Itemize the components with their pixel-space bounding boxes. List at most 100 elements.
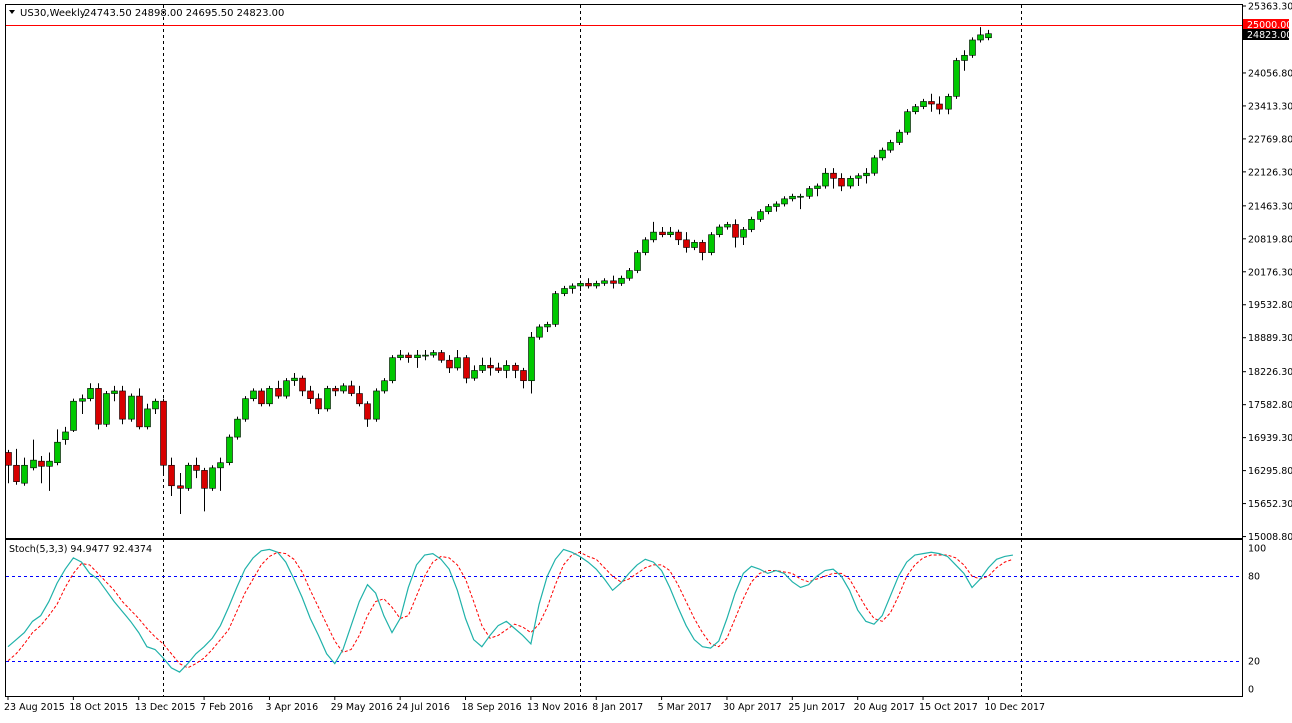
candle-body: [536, 326, 543, 338]
time-tick-label: 20 Aug 2017: [854, 702, 915, 713]
candle-body: [789, 195, 796, 200]
price-tick-label: 22769.80: [1248, 134, 1292, 145]
candle-body: [405, 354, 412, 358]
candle-body: [953, 60, 960, 97]
candle-body: [528, 336, 535, 382]
stoch-tick-label: 100: [1248, 544, 1266, 555]
candle-body: [62, 431, 69, 440]
price-tick-label: 19532.80: [1248, 300, 1292, 311]
candle-body: [667, 231, 674, 235]
stochastic-lines: [6, 548, 1242, 673]
price-panel-frame: [5, 4, 1243, 539]
candle-body: [765, 206, 772, 212]
candle-body: [757, 211, 764, 220]
candle-body: [724, 224, 731, 228]
candle-body: [38, 460, 45, 467]
candle-body: [863, 172, 870, 177]
candle-body: [928, 101, 935, 105]
candle-body: [503, 365, 510, 371]
candle-body: [168, 464, 175, 487]
candle-body: [961, 55, 968, 61]
candle-body: [773, 203, 780, 207]
candle-body: [128, 395, 135, 420]
candle-body: [618, 277, 625, 284]
dropdown-triangle-icon[interactable]: [9, 10, 15, 14]
time-tick-label: 15 Oct 2017: [919, 702, 978, 713]
candle-body: [307, 390, 314, 399]
candle-body: [283, 380, 290, 397]
time-tick-label: 23 Aug 2015: [4, 702, 65, 713]
candle-body: [487, 365, 494, 369]
candle-body: [822, 172, 829, 187]
candle-body: [463, 357, 470, 379]
symbol-timeframe: US30,Weekly: [20, 8, 86, 19]
candle-body: [226, 436, 233, 464]
candle-body: [977, 34, 984, 41]
candle-body: [683, 239, 690, 248]
price-tick-label: 20176.30: [1248, 267, 1292, 278]
candle-body: [414, 354, 421, 358]
candle-body: [373, 390, 380, 420]
candle-body: [430, 352, 437, 356]
candle-body: [495, 367, 502, 371]
candle-body: [561, 288, 568, 294]
time-tick-label: 10 Dec 2017: [984, 702, 1045, 713]
candle-body: [830, 172, 837, 179]
candle-body: [732, 224, 739, 238]
candle-body: [217, 462, 224, 469]
candle-body: [748, 219, 755, 230]
candle-body: [896, 131, 903, 143]
candle-body: [136, 395, 143, 428]
candle-body: [54, 441, 61, 464]
candle-body: [920, 101, 927, 107]
candle-body: [234, 418, 241, 438]
candle-body: [315, 398, 322, 410]
candle-body: [291, 377, 298, 382]
time-tick-label: 3 Apr 2016: [265, 702, 318, 713]
candle-body: [95, 388, 102, 425]
time-tick-label: 7 Feb 2016: [200, 702, 253, 713]
candle-body: [152, 400, 159, 410]
candle-body: [471, 370, 478, 379]
candle-body: [945, 96, 952, 110]
stoch-axis: 100 80 20 0: [1248, 544, 1266, 696]
candle-body: [119, 390, 126, 420]
candle-body: [160, 400, 167, 466]
candle-body: [512, 365, 519, 371]
candle-body: [70, 400, 77, 431]
candle-body: [634, 252, 641, 271]
time-tick-label: 29 May 2016: [331, 702, 393, 713]
candle-body: [111, 390, 118, 394]
price-tick-label: 15652.30: [1248, 499, 1292, 510]
candle-body: [585, 283, 592, 287]
price-tick-label: 15008.80: [1248, 532, 1292, 543]
candle-body: [626, 270, 633, 279]
candle-body: [332, 388, 339, 392]
candle-body: [879, 149, 886, 159]
time-axis: 23 Aug 2015 18 Oct 2015 13 Dec 2015 7 Feb 2…: [4, 696, 1045, 713]
candle-body: [887, 142, 894, 151]
candle-body: [699, 242, 706, 253]
candle-body: [324, 388, 331, 410]
candle-body: [659, 231, 666, 235]
candle-body: [985, 33, 992, 39]
stoch-tick-label: 20: [1248, 656, 1260, 667]
candle-body: [397, 354, 404, 358]
candle-body: [30, 459, 37, 469]
time-tick-label: 25 Jun 2017: [788, 702, 845, 713]
candle-body: [912, 106, 919, 113]
candle-body: [520, 370, 527, 382]
candle-body: [201, 470, 208, 489]
candle-body: [936, 103, 943, 110]
price-tick-label: 21463.30: [1248, 201, 1292, 212]
candle-body: [577, 283, 584, 287]
level-price-tag-bg: [1243, 19, 1289, 30]
candle-body: [144, 408, 151, 428]
candle-body: [209, 467, 216, 489]
candle-body: [847, 178, 854, 187]
candle-body: [544, 324, 551, 328]
candle-body: [5, 452, 12, 466]
candle-body: [389, 357, 396, 382]
current-price-tag: 24823.00: [1247, 30, 1292, 41]
